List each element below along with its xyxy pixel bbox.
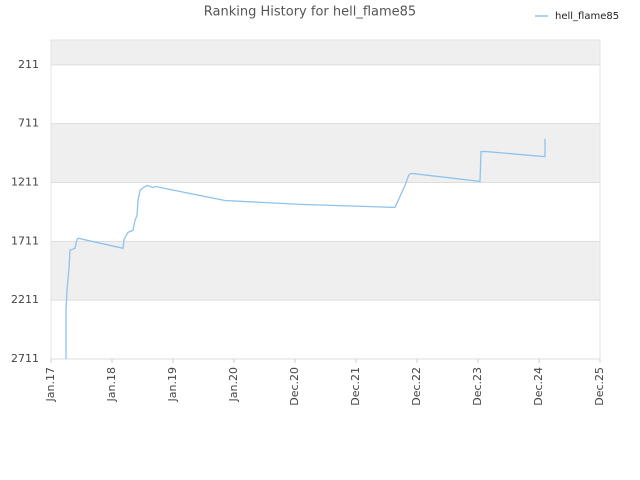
legend-label: hell_flame85 [555, 11, 619, 22]
y-tick-label: 1211 [11, 175, 39, 188]
y-tick-label: 2711 [11, 352, 39, 365]
series-line [65, 138, 546, 359]
x-tick-label: Jan.19 [166, 367, 179, 402]
x-tick-label: Dec.23 [471, 367, 484, 406]
y-tick-label: 1711 [11, 234, 39, 247]
x-tick-label: Dec.24 [532, 367, 545, 406]
x-tick-label: Jan.20 [227, 367, 240, 402]
y-tick-label: 2211 [11, 293, 39, 306]
plot-band [51, 40, 600, 65]
plot-band [51, 64, 600, 124]
x-tick-label: Dec.25 [593, 367, 606, 406]
y-tick-label: 711 [18, 117, 39, 130]
plot-band [51, 241, 600, 301]
x-tick-label: Dec.21 [349, 367, 362, 406]
x-tick-label: Dec.22 [410, 367, 423, 406]
plot-band [51, 123, 600, 183]
x-tick-label: Jan.17 [44, 367, 57, 402]
plot-band [51, 182, 600, 242]
y-tick-label: 211 [18, 58, 39, 71]
chart-title: Ranking History for hell_flame85 [204, 5, 416, 20]
x-tick-label: Jan.18 [105, 367, 118, 402]
x-tick-label: Dec.20 [288, 367, 301, 406]
plot-band [51, 300, 600, 359]
